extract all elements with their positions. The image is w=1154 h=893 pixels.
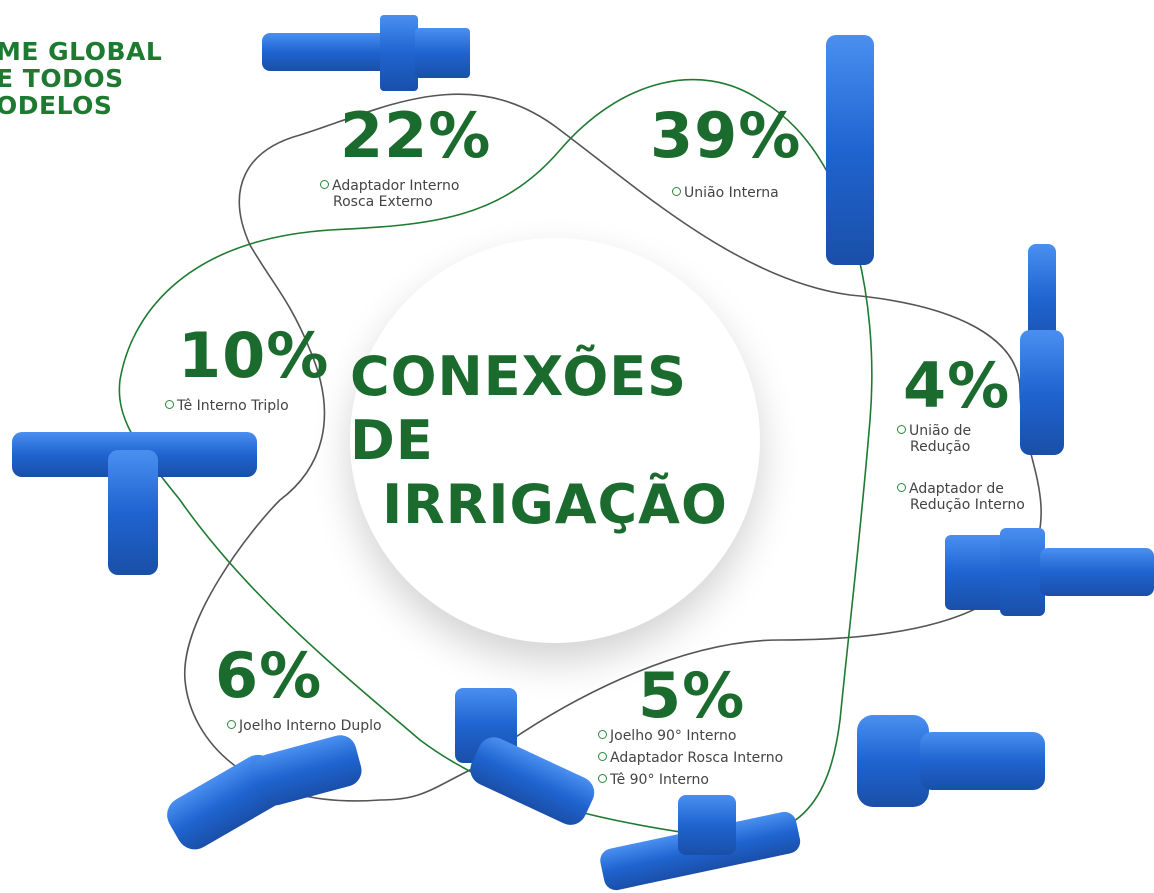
item-text: Redução Interno xyxy=(910,497,1025,513)
item-line: União Interna xyxy=(672,185,779,201)
segment-items: Joelho Interno Duplo xyxy=(227,718,382,742)
fitting-adapter xyxy=(262,15,470,91)
item-text: Joelho 90° Interno xyxy=(610,728,736,744)
center-line: IRRIGAÇÃO xyxy=(382,473,728,537)
item-line: Adaptador Interno xyxy=(320,178,459,194)
item-line: Redução xyxy=(897,439,1025,455)
item-line: Joelho Interno Duplo xyxy=(227,718,382,734)
segment-percent: 22% xyxy=(340,105,491,167)
item-text: Redução xyxy=(910,439,970,455)
item-line: Tê Interno Triplo xyxy=(165,398,289,414)
bullet xyxy=(320,180,329,189)
bullet xyxy=(598,730,607,739)
segment-item: Joelho Interno Duplo xyxy=(227,718,382,734)
fitting-tee-90 xyxy=(598,795,802,892)
segment-item: Tê 90° Interno xyxy=(598,772,783,788)
fitting-union xyxy=(826,35,874,265)
item-text: Adaptador Rosca Interno xyxy=(610,750,783,766)
segment-percent: 4% xyxy=(903,355,1010,417)
title-line: ODELOS xyxy=(0,92,162,119)
bullet xyxy=(598,752,607,761)
fitting-reduction xyxy=(1020,244,1064,455)
item-line: Redução Interno xyxy=(897,497,1025,513)
item-text: Joelho Interno Duplo xyxy=(239,718,382,734)
item-line: Tê 90° Interno xyxy=(598,772,783,788)
item-line: Adaptador Rosca Interno xyxy=(598,750,783,766)
bullet xyxy=(897,483,906,492)
bullet xyxy=(165,400,174,409)
item-text: Tê 90° Interno xyxy=(610,772,709,788)
segment-item: Tê Interno Triplo xyxy=(165,398,289,414)
title-line: ME GLOBAL xyxy=(0,38,162,65)
item-line: Rosca Externo xyxy=(320,194,459,210)
fitting-adapter-thread xyxy=(857,715,1045,807)
item-line: Joelho 90° Interno xyxy=(598,728,783,744)
bullet xyxy=(672,187,681,196)
item-text: Rosca Externo xyxy=(333,194,433,210)
center-line: CONEXÕES DE xyxy=(350,345,760,473)
item-line: Adaptador de xyxy=(897,481,1025,497)
segment-items: Tê Interno Triplo xyxy=(165,398,289,422)
item-line: União de xyxy=(897,423,1025,439)
segment-items: Joelho 90° Interno Adaptador Rosca Intern… xyxy=(598,728,783,794)
fitting-elbow-double xyxy=(161,732,366,856)
segment-item: Adaptador Rosca Interno xyxy=(598,750,783,766)
bullet xyxy=(897,425,906,434)
fitting-adapter-reduction xyxy=(945,528,1154,616)
title-line: E TODOS xyxy=(0,65,162,92)
segment-percent: 5% xyxy=(638,665,745,727)
segment-percent: 6% xyxy=(215,645,322,707)
page: ME GLOBALE TODOSODELOS CONEXÕES DEIRRIGA… xyxy=(0,0,1154,893)
segment-item: União Interna xyxy=(672,185,779,201)
bullet xyxy=(598,774,607,783)
item-text: Tê Interno Triplo xyxy=(177,398,289,414)
fitting-tee xyxy=(12,432,257,575)
item-text: Adaptador Interno xyxy=(332,178,459,194)
bullet xyxy=(227,720,236,729)
segment-item: Joelho 90° Interno xyxy=(598,728,783,744)
segment-percent: 39% xyxy=(650,105,801,167)
segment-items: União Interna xyxy=(672,185,779,209)
segment-percent: 10% xyxy=(178,325,329,387)
item-text: Adaptador de xyxy=(909,481,1004,497)
item-text: União Interna xyxy=(684,185,779,201)
fitting-elbow-90 xyxy=(455,688,599,830)
item-text: União de xyxy=(909,423,971,439)
